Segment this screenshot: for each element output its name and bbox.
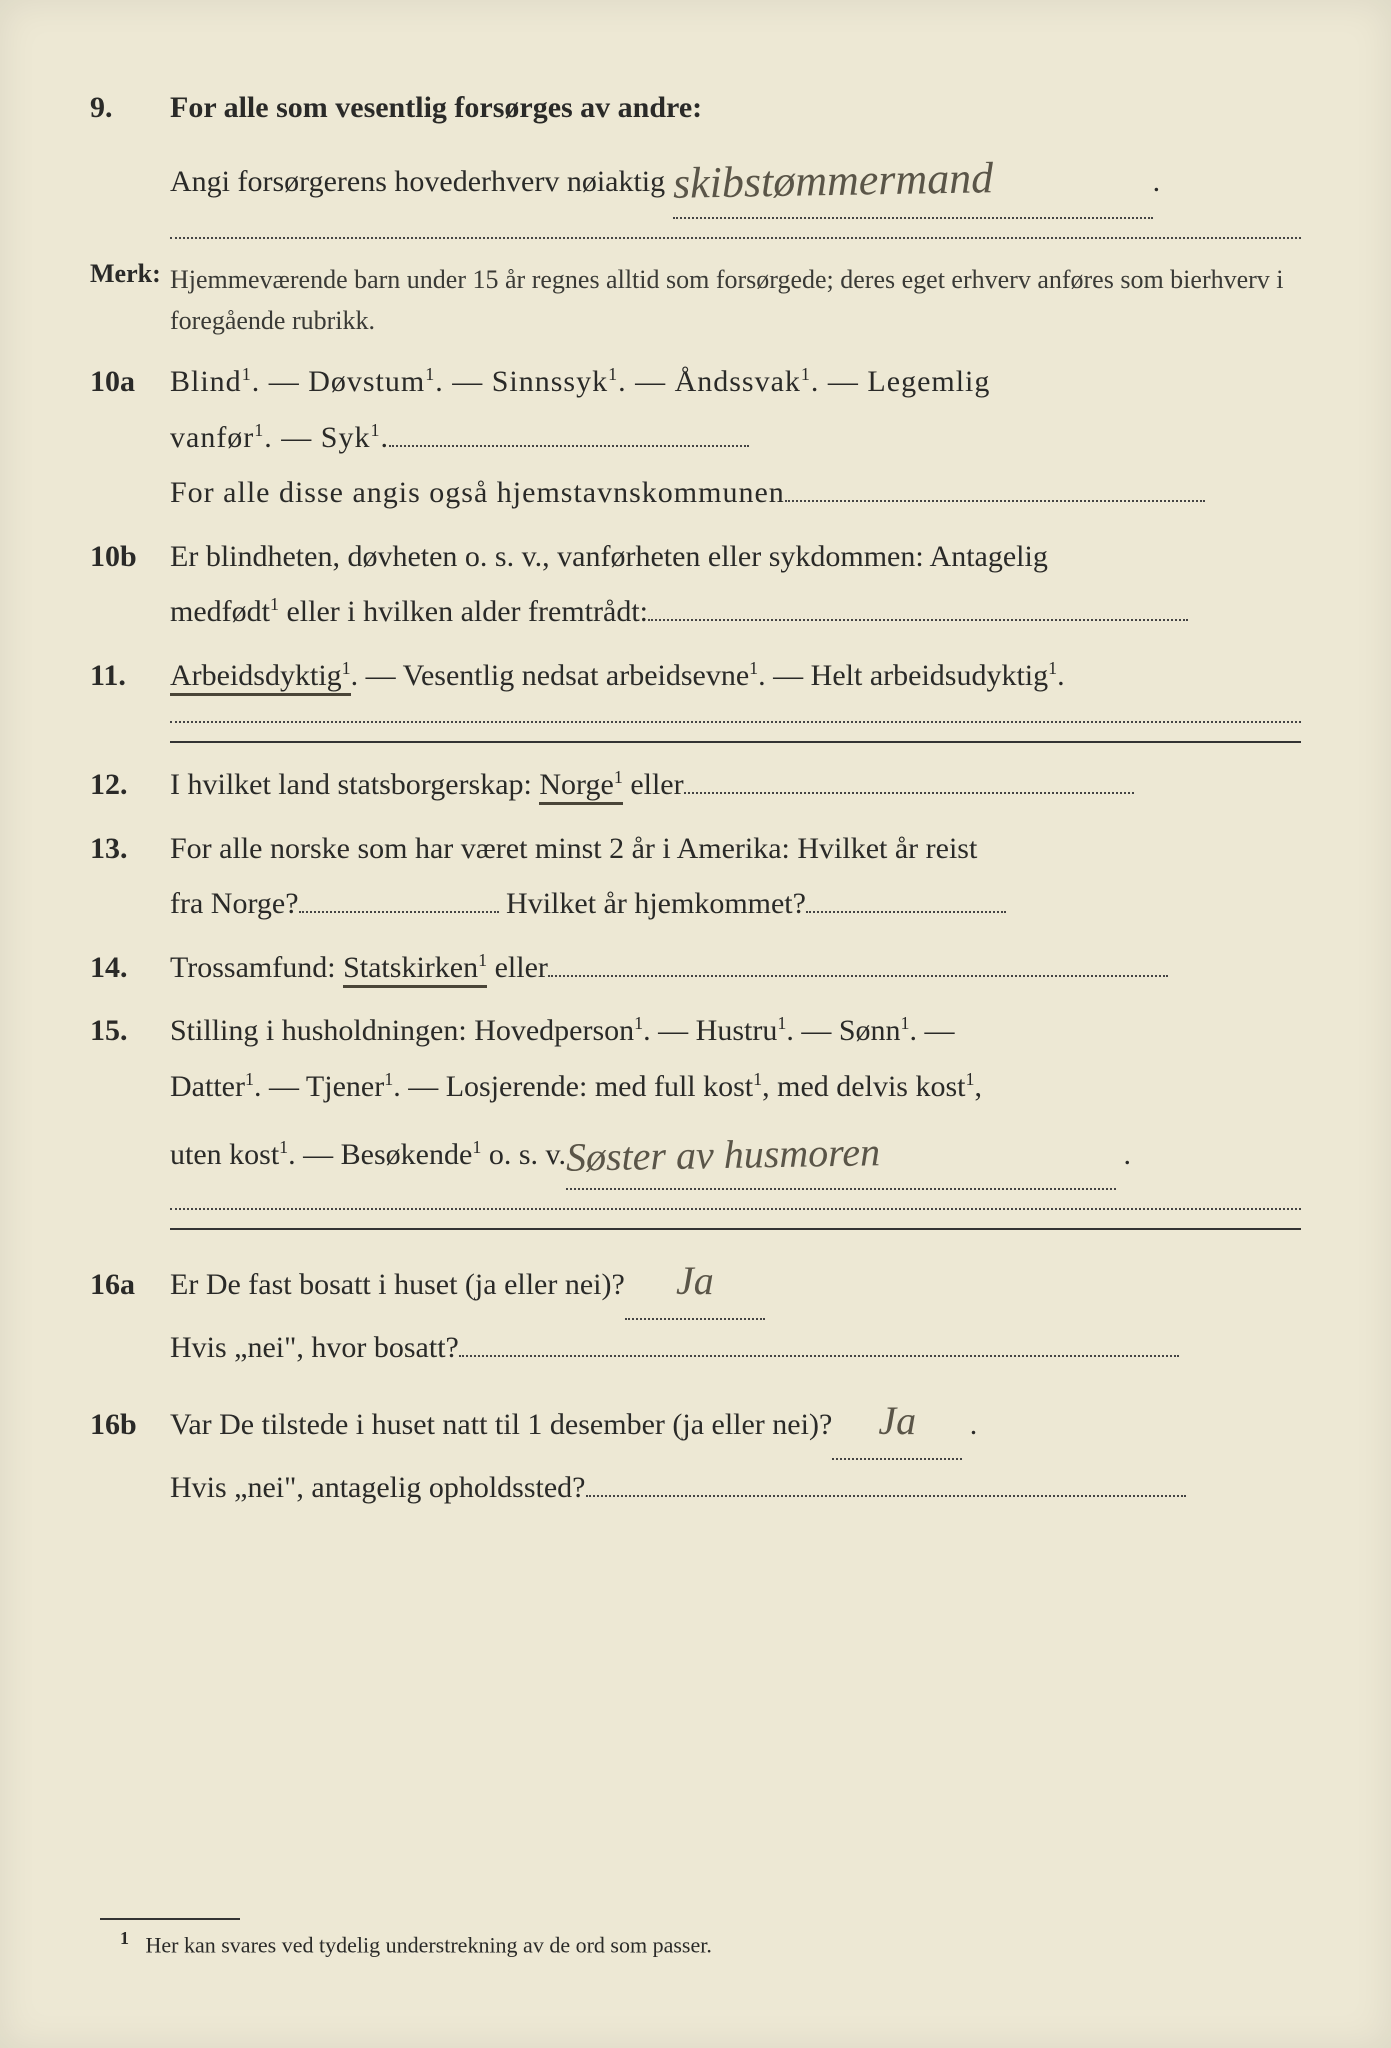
q15-number: 15. [90, 1014, 170, 1048]
q10b-number: 10b [90, 540, 170, 574]
q13-fill2 [806, 911, 1006, 913]
q15-handwritten: Søster av husmoren [565, 1115, 880, 1194]
footnote-rule [100, 1918, 240, 1920]
question-10b: 10b Er blindheten, døvheten o. s. v., va… [90, 529, 1301, 640]
question-13: 13. For alle norske som har været minst … [90, 821, 1301, 932]
q12-content: I hvilket land statsborgerskap: Norge1 e… [170, 757, 1301, 813]
divider-solid [170, 741, 1301, 743]
merk-label: Merk: [90, 259, 170, 289]
q13-fill1 [299, 911, 499, 913]
question-16a: 16a Er De fast bosatt i huset (ja eller … [90, 1244, 1301, 1376]
divider-solid [170, 1228, 1301, 1230]
question-15: 15. Stilling i husholdningen: Hovedperso… [90, 1003, 1301, 1190]
q16a-fill2 [459, 1355, 1179, 1357]
q10a-content: Blind1. — Døvstum1. — Sinnssyk1. — Åndss… [170, 354, 1301, 521]
q14-fill [548, 975, 1168, 977]
footnote: 1 Her kan svares ved tydelig understrekn… [120, 1928, 1301, 1958]
question-9: 9. For alle som vesentlig forsørges av a… [90, 80, 1301, 219]
q12-fill [684, 792, 1134, 794]
divider [170, 1208, 1301, 1210]
q9-line1: For alle som vesentlig forsørges av andr… [170, 91, 702, 124]
q13-content: For alle norske som har været minst 2 år… [170, 821, 1301, 932]
q12-number: 12. [90, 768, 170, 802]
q15-content: Stilling i husholdningen: Hovedperson1. … [170, 1003, 1301, 1190]
q11-number: 11. [90, 659, 170, 693]
document-page: 9. For alle som vesentlig forsørges av a… [0, 0, 1391, 2048]
q11-content: Arbeidsdyktig1. — Vesentlig nedsat arbei… [170, 648, 1301, 704]
q16b-fill2 [586, 1495, 1186, 1497]
q16b-number: 16b [90, 1408, 170, 1442]
q13-number: 13. [90, 832, 170, 866]
q9-line2-pre: Angi forsørgerens hovederhverv nøiaktig [170, 165, 665, 198]
question-10a: 10a Blind1. — Døvstum1. — Sinnssyk1. — Å… [90, 354, 1301, 521]
q16a-content: Er De fast bosatt i huset (ja eller nei)… [170, 1244, 1301, 1376]
question-11: 11. Arbeidsdyktig1. — Vesentlig nedsat a… [90, 648, 1301, 704]
q15-fill: Søster av husmoren [566, 1114, 1116, 1190]
q10a-line3: For alle disse angis også hjemstavnskomm… [170, 476, 785, 509]
q10a-fill2 [785, 500, 1205, 502]
q11-underlined: Arbeidsdyktig1 [170, 659, 351, 696]
q10b-content: Er blindheten, døvheten o. s. v., vanfør… [170, 529, 1301, 640]
q12-underlined: Norge1 [539, 768, 622, 805]
q16b-handwritten: Ja [878, 1398, 916, 1443]
question-16b: 16b Var De tilstede i huset natt til 1 d… [90, 1384, 1301, 1516]
q10b-fill [648, 619, 1188, 621]
question-14: 14. Trossamfund: Statskirken1 eller [90, 940, 1301, 996]
q9-number: 9. [90, 91, 170, 125]
q16b-fill1: Ja [832, 1384, 962, 1460]
divider [170, 237, 1301, 239]
q16a-fill1: Ja [625, 1244, 765, 1320]
q9-content: For alle som vesentlig forsørges av andr… [170, 80, 1301, 219]
q16a-number: 16a [90, 1268, 170, 1302]
question-12: 12. I hvilket land statsborgerskap: Norg… [90, 757, 1301, 813]
q16a-handwritten: Ja [676, 1258, 714, 1303]
footnote-text: Her kan svares ved tydelig understreknin… [146, 1932, 712, 1957]
q10a-number: 10a [90, 365, 170, 399]
footnote-area: 1 Her kan svares ved tydelig understrekn… [90, 1918, 1301, 1958]
q9-fill: skibstømmermand [673, 136, 1153, 219]
divider [170, 721, 1301, 723]
q16b-content: Var De tilstede i huset natt til 1 desem… [170, 1384, 1301, 1516]
q14-underlined: Statskirken1 [343, 951, 487, 988]
q9-handwritten: skibstømmermand [672, 137, 994, 224]
q10a-fill1 [389, 445, 749, 447]
merk-text: Hjemmeværende barn under 15 år regnes al… [170, 259, 1301, 342]
footnote-marker: 1 [120, 1928, 129, 1948]
merk-note: Merk: Hjemmeværende barn under 15 år reg… [90, 259, 1301, 342]
q14-content: Trossamfund: Statskirken1 eller [170, 940, 1301, 996]
q14-number: 14. [90, 951, 170, 985]
